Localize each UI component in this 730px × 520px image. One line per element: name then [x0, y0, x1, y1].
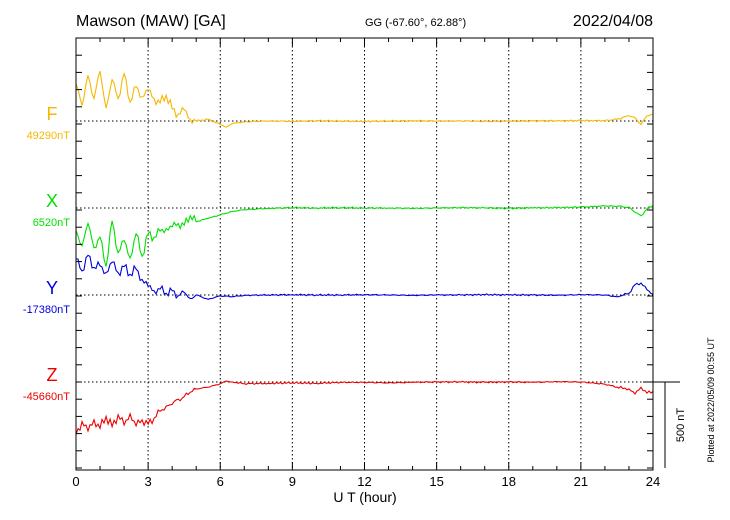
series-name-Y: Y	[46, 278, 58, 298]
x-tick-label-18: 18	[502, 474, 516, 489]
x-tick-label-12: 12	[357, 474, 371, 489]
x-tick-label-3: 3	[145, 474, 152, 489]
x-tick-label-24: 24	[646, 474, 660, 489]
y-tick-marks	[76, 54, 653, 469]
series-line-Z	[75, 380, 654, 435]
station-title: Mawson (MAW) [GA]	[76, 13, 226, 30]
series-group	[75, 70, 654, 435]
series-line-X	[75, 204, 654, 267]
series-baseline-label-X: 6520nT	[33, 217, 71, 229]
series-name-F: F	[47, 104, 58, 124]
x-tick-label-15: 15	[429, 474, 443, 489]
series-line-Y	[75, 254, 654, 300]
series-name-X: X	[46, 191, 58, 211]
series-line-F	[75, 70, 654, 128]
series-name-Z: Z	[47, 365, 58, 385]
grid-lines	[147, 38, 582, 470]
x-tick-label-21: 21	[574, 474, 588, 489]
series-labels: F 49290nT X 6520nT Y -17380nT Z -45660nT	[23, 104, 70, 403]
x-tick-label-0: 0	[72, 474, 79, 489]
x-axis-label: U T (hour)	[333, 489, 396, 505]
x-tick-label-6: 6	[217, 474, 224, 489]
scale-bar-label: 500 nT	[675, 408, 687, 443]
plotted-at-note: Plotted at 2022/05/09 00:55 UT	[706, 337, 716, 463]
series-baseline-label-F: 49290nT	[27, 130, 71, 142]
series-baseline-label-Z: -45660nT	[23, 391, 70, 403]
series-baseline-label-Y: -17380nT	[23, 304, 70, 316]
scale-bar: 500 nT	[643, 381, 687, 468]
coordinates-label: GG (-67.60°, 62.88°)	[365, 17, 466, 29]
x-axis-ticks: 0 3 6 9 12 15 18 21 24	[72, 38, 660, 489]
x-tick-label-9: 9	[289, 474, 296, 489]
date-label: 2022/04/08	[573, 13, 653, 30]
